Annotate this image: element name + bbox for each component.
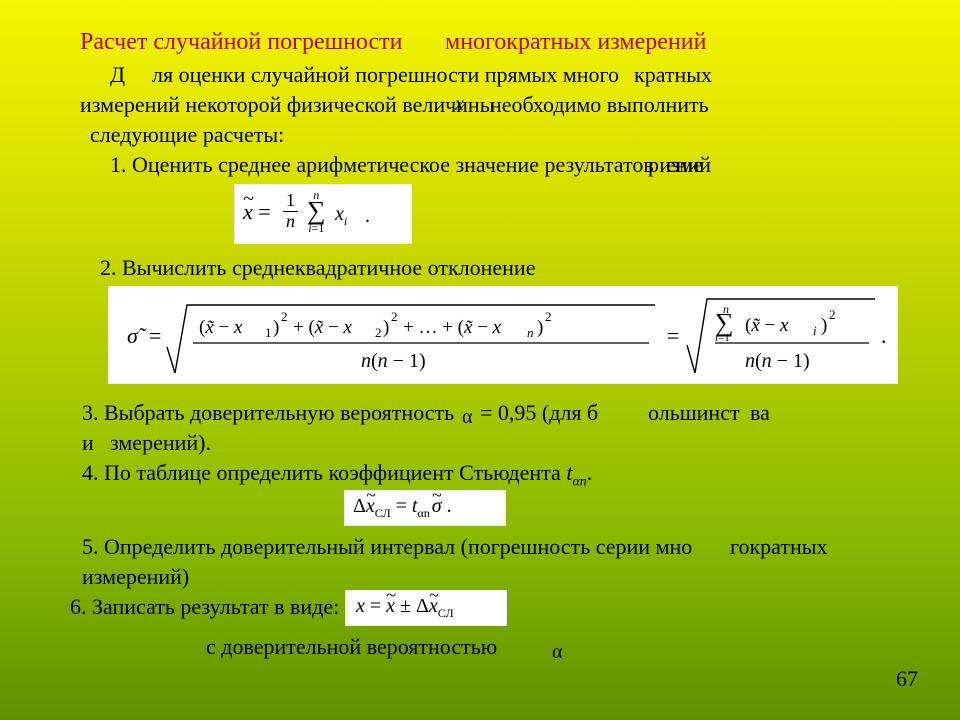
item-5-text-c: измерений) [82, 564, 189, 590]
slide: Расчет случайной погрешности многократны… [0, 0, 960, 720]
svg-text:): ) [821, 315, 827, 336]
formula-mean: x = 1n n∑i=1 xi . [234, 184, 412, 244]
item-3-text-a: 3. Выбрать доверительную вероятность [82, 400, 454, 426]
svg-text:2: 2 [829, 307, 836, 322]
item-6-text-b: с доверительной вероятностью [206, 634, 497, 660]
svg-text:2: 2 [281, 309, 288, 324]
svg-text:+ (x̃ − x: + (x̃ − x [293, 317, 352, 338]
item-1-text-c: ений [666, 152, 711, 178]
svg-text:+ … + (x̃ − x: + … + (x̃ − x [403, 317, 502, 338]
item-4-text-main: 4. По таблице определить коэффициент Сть… [82, 460, 566, 485]
item-3-text-b: = 0,95 (для б [480, 400, 598, 426]
svg-text:): ) [273, 317, 279, 338]
item-4-dot: . [587, 460, 593, 485]
item-5-text-a: 5. Определить доверительный интервал (по… [82, 534, 692, 560]
svg-text:2: 2 [375, 325, 382, 340]
intro-line2a: измерений некоторой физической величины [80, 92, 495, 118]
intro-line1b: кратных [634, 62, 712, 88]
svg-text:i: i [813, 323, 817, 338]
intro-line3: следующие расчеты: [90, 122, 284, 148]
svg-text:n(n − 1): n(n − 1) [361, 350, 426, 372]
svg-text:=: = [667, 323, 679, 348]
item-4-text: 4. По таблице определить коэффициент Сть… [82, 460, 592, 491]
formula-result: x = x ± ΔxСЛ [345, 590, 507, 626]
item-6-text: 6. Записать результат в виде: [70, 594, 339, 620]
item-5-text-b: гократных [730, 534, 828, 560]
formula-delta-x: ΔxСЛ = tαnσ . [344, 490, 506, 526]
item-3-text-c: ольшинст [648, 400, 740, 426]
page-number: 67 [896, 666, 918, 692]
svg-text:): ) [537, 317, 543, 338]
item-1-text-b: р [648, 152, 659, 178]
item-3-alpha: α [462, 405, 472, 429]
svg-text:): ) [383, 317, 389, 338]
intro-letter-D: Д [110, 62, 125, 88]
svg-text:2: 2 [391, 309, 398, 324]
svg-text:.: . [881, 323, 887, 348]
svg-text:n: n [527, 325, 534, 340]
item-3-text-e2: змерений). [110, 430, 211, 456]
svg-text:i=1: i=1 [715, 332, 730, 344]
formula-stddev: σ̃ = (x̃ − x 1 ) 2 + (x̃ − x 2 ) 2 + … +… [108, 286, 898, 384]
svg-text:n(n − 1): n(n − 1) [745, 350, 810, 372]
item-2-text: 2. Вычислить среднеквадратичное отклонен… [100, 255, 535, 281]
item-3-text-e: и [82, 430, 94, 456]
svg-text:1: 1 [265, 325, 272, 340]
intro-variable-x: x [455, 92, 464, 116]
intro-line2b: необходимо выполнить [490, 92, 709, 118]
svg-text:2: 2 [545, 309, 552, 324]
item-4-subscript: αn [572, 474, 586, 489]
svg-text:=: = [149, 323, 161, 348]
item-1-text-a: 1. Оценить среднее арифметическое значен… [110, 152, 703, 178]
item-6-alpha: α [552, 640, 562, 664]
title-part2: многократных измерений [445, 28, 706, 57]
svg-text:σ̃: σ̃ [127, 323, 147, 348]
svg-text:(x̃ − x: (x̃ − x [199, 317, 243, 338]
svg-text:(x̃ − x: (x̃ − x [745, 315, 789, 336]
intro-line1a: ля оценки случайной погрешности прямых м… [152, 62, 619, 88]
item-3-text-d: ва [750, 400, 770, 426]
title-part1: Расчет случайной погрешности [80, 28, 403, 57]
